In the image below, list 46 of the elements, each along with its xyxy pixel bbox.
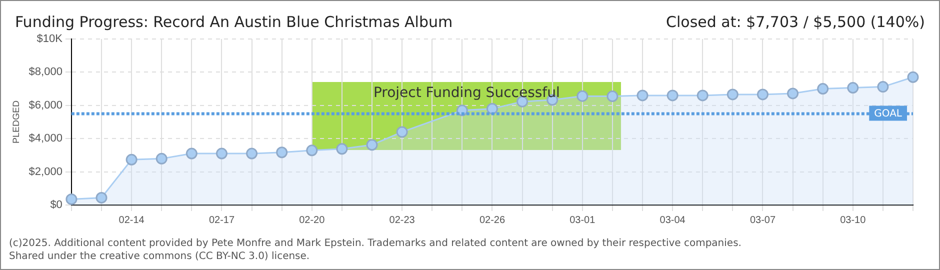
x-tick-label: 03-04 (660, 214, 686, 226)
point (877, 81, 889, 93)
point (156, 152, 168, 164)
x-tick-label: 03-01 (570, 214, 596, 226)
x-tick-label: 02-17 (208, 214, 235, 226)
x-tick-label: 02-23 (389, 214, 416, 226)
ref-line-label: GOAL (874, 108, 902, 120)
point (486, 102, 498, 114)
point (96, 192, 108, 204)
y-tick-label: $10K (36, 33, 64, 46)
point (907, 71, 919, 83)
point (756, 88, 768, 100)
point (666, 90, 678, 102)
point (636, 90, 648, 102)
point (186, 148, 198, 160)
y-tick-label: $2,000 (28, 166, 62, 178)
point (696, 90, 708, 102)
point (216, 148, 228, 160)
point (847, 82, 859, 94)
point (66, 193, 78, 205)
y-tick-label: $4,000 (28, 132, 62, 145)
point (576, 90, 588, 102)
point (276, 146, 288, 158)
y-tick-label: $0 (50, 199, 62, 212)
point (366, 139, 378, 151)
chart-subtitle: Closed at: $7,703 / $5,500 (140%) (666, 13, 925, 31)
point (246, 148, 258, 160)
x-tick-label: 02-26 (479, 214, 506, 226)
point (606, 90, 618, 102)
text: Shared under the creative commons (CC BY-NC 3.0) license. (9, 250, 311, 263)
y-tick-label: $6,000 (28, 99, 62, 112)
x-tick-label: 02-14 (118, 214, 145, 226)
point (787, 88, 799, 100)
chart-title: Funding Progress: Record An Austin Blue Christmas Album (15, 13, 453, 31)
point (126, 154, 138, 166)
point (817, 83, 829, 95)
y-tick-label: $8,000 (28, 66, 62, 78)
x-tick-label: 03-07 (750, 214, 776, 226)
y-axis-title: PLEDGED (10, 100, 21, 144)
x-tick-label: 03-10 (840, 214, 866, 226)
point (306, 144, 318, 156)
point (396, 126, 408, 138)
x-tick-label: 02-20 (299, 214, 326, 226)
point (336, 143, 348, 155)
text: (c)2025. Additional content provided by Pete Monfre and Mark Epstein. Trademarks and related content are owned by their respective companies. (9, 237, 742, 250)
point (726, 88, 738, 100)
